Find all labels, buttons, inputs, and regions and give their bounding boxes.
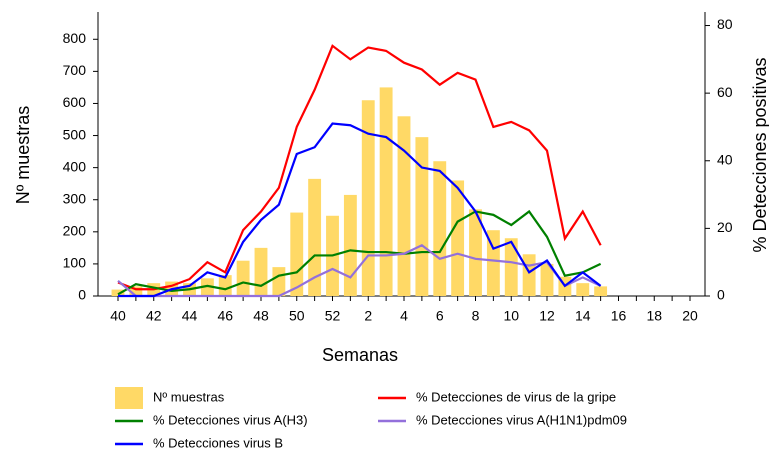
y-tick-label: 800 [63,30,87,46]
y-tick-label: 300 [63,190,87,206]
y-tick-label: 400 [63,158,87,174]
y2-axis-title: % Detecciones positivas [750,57,769,252]
bar [379,87,393,296]
y2-tick-label: 0 [717,287,725,303]
y-tick-label: 0 [78,287,86,303]
legend-label: % Detecciones virus A(H3) [153,412,308,427]
legend-label: % Detecciones virus B [153,435,283,450]
x-tick-label: 14 [575,308,591,324]
y-tick-label: 500 [63,126,87,142]
x-tick-label: 46 [217,308,233,324]
y2-tick-label: 60 [717,84,733,100]
bar [540,263,554,296]
bar [343,194,357,296]
y-axis-title: Nº muestras [13,106,33,205]
bar [415,137,429,296]
y-tick-label: 200 [63,223,87,239]
bar [111,289,125,296]
bar [200,278,214,296]
x-tick-label: 10 [503,308,519,324]
line [117,44,602,291]
y-tick-label: 600 [63,94,87,110]
line [117,244,602,298]
y2-tick-label: 80 [717,16,733,32]
x-tick-label: 20 [682,308,698,324]
x-tick-label: 48 [253,308,269,324]
bar [272,267,286,296]
bar [594,286,608,296]
x-tick-label: 52 [325,308,341,324]
bar [254,247,268,296]
x-tick-label: 42 [146,308,162,324]
bar [361,100,375,296]
x-tick-label: 44 [182,308,198,324]
x-tick-label: 16 [611,308,627,324]
bar [504,238,518,296]
y-tick-label: 700 [63,62,87,78]
y2-tick-label: 20 [717,219,733,235]
bar [522,254,536,296]
x-tick-label: 18 [646,308,662,324]
line [117,209,602,296]
bar [218,275,232,296]
bar [290,212,304,296]
x-tick-label: 40 [110,308,126,324]
bar [397,116,411,296]
line [118,122,602,298]
bar [576,283,590,296]
x-tick-label: 8 [472,308,480,324]
bar [433,161,447,296]
legend-label: % Detecciones de virus de la gripe [416,389,616,404]
legend-label: % Detecciones virus A(H1N1)pdm09 [416,412,627,427]
legend-swatch [115,387,143,409]
x-tick-label: 4 [400,308,408,324]
y-tick-label: 100 [63,255,87,271]
bar [451,180,465,296]
x-axis-title: Semanas [322,345,398,365]
bar [308,178,322,296]
legend-label: Nº muestras [153,389,225,404]
x-tick-label: 50 [289,308,305,324]
bar [129,286,143,296]
x-tick-label: 12 [539,308,555,324]
x-tick-label: 6 [436,308,444,324]
bar [236,260,250,296]
y2-tick-label: 40 [717,151,733,167]
bar [469,209,482,296]
x-tick-label: 2 [364,308,372,324]
